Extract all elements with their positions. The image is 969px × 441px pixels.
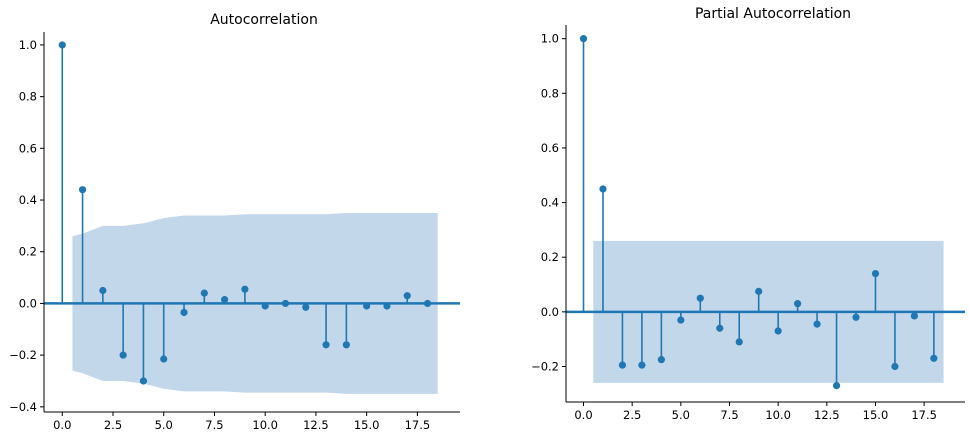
- y-tick-label: 0.6: [19, 141, 37, 155]
- stem-marker: [383, 302, 390, 309]
- stem-marker: [599, 185, 606, 192]
- x-tick-label: 7.5: [720, 408, 738, 422]
- stem-marker: [813, 321, 820, 328]
- y-tick-label: 1.0: [541, 32, 559, 46]
- stem-marker: [241, 286, 248, 293]
- stem-marker: [658, 356, 665, 363]
- stem-marker: [716, 325, 723, 332]
- stem-marker: [343, 341, 350, 348]
- y-tick-label: −0.2: [9, 348, 37, 362]
- chart-title: Autocorrelation: [210, 12, 318, 28]
- y-tick-label: 0.8: [19, 90, 37, 104]
- partial-autocorrelation-chart: Partial Autocorrelation 0.0 2.5 5.0 7.5 10.0…: [531, 6, 965, 422]
- stem-marker: [736, 338, 743, 345]
- y-tick-label: −0.2: [531, 359, 559, 373]
- stem-marker: [59, 41, 66, 48]
- stem-marker: [677, 316, 684, 323]
- stem-marker: [638, 362, 645, 369]
- chart-title: Partial Autocorrelation: [695, 6, 851, 22]
- y-tick-label: −0.4: [9, 400, 37, 414]
- stem-marker: [872, 270, 879, 277]
- x-tick-label: 15.0: [354, 418, 380, 432]
- y-tick-label: 0.8: [541, 86, 559, 100]
- x-tick-label: 10.0: [252, 418, 278, 432]
- stem-marker: [404, 292, 411, 299]
- x-tick-label: 12.5: [814, 408, 840, 422]
- y-tick-label: 0.0: [541, 305, 559, 319]
- stem-marker: [833, 382, 840, 389]
- y-tick-label: 0.2: [541, 250, 559, 264]
- y-tick-label: 0.6: [541, 141, 559, 155]
- y-tick-label: 0.4: [19, 193, 37, 207]
- stem-marker: [302, 304, 309, 311]
- stem-marker: [697, 295, 704, 302]
- x-tick-label: 0.0: [53, 418, 71, 432]
- stem-marker: [424, 300, 431, 307]
- stem-marker: [794, 300, 801, 307]
- y-tick-label: 0.4: [541, 196, 559, 210]
- x-tick-label: 2.5: [104, 418, 122, 432]
- stem-marker: [99, 287, 106, 294]
- x-tick-label: 17.5: [911, 408, 937, 422]
- x-tick-label: 10.0: [765, 408, 791, 422]
- autocorrelation-chart: Autocorrelation 0.0 2.5 5.0 7.5 10.0 12.5 15.0…: [9, 12, 460, 432]
- stem-marker: [775, 327, 782, 334]
- x-tick-label: 2.5: [623, 408, 641, 422]
- stem-marker: [619, 362, 626, 369]
- stem-marker: [755, 288, 762, 295]
- x-tick-label: 0.0: [574, 408, 592, 422]
- stem-marker: [140, 377, 147, 384]
- x-tick-label: 5.0: [672, 408, 690, 422]
- stem-marker: [363, 302, 370, 309]
- stem-marker: [201, 289, 208, 296]
- x-tick-label: 7.5: [205, 418, 223, 432]
- y-tick-label: 0.2: [19, 245, 37, 259]
- stem-marker: [79, 186, 86, 193]
- stem-marker: [322, 341, 329, 348]
- stem-marker: [282, 300, 289, 307]
- stem-marker: [221, 296, 228, 303]
- stem-marker: [911, 312, 918, 319]
- y-tick-label: 0.0: [19, 296, 37, 310]
- stem-marker: [930, 355, 937, 362]
- stem-marker: [580, 35, 587, 42]
- stem-marker: [160, 355, 167, 362]
- y-tick-label: 1.0: [19, 38, 37, 52]
- stem-marker: [262, 302, 269, 309]
- stem-marker: [120, 352, 127, 359]
- x-tick-label: 5.0: [155, 418, 173, 432]
- x-tick-label: 17.5: [405, 418, 431, 432]
- x-tick-label: 15.0: [863, 408, 889, 422]
- stem-marker: [852, 314, 859, 321]
- stem-marker: [180, 309, 187, 316]
- x-tick-label: 12.5: [303, 418, 329, 432]
- stem-marker: [891, 363, 898, 370]
